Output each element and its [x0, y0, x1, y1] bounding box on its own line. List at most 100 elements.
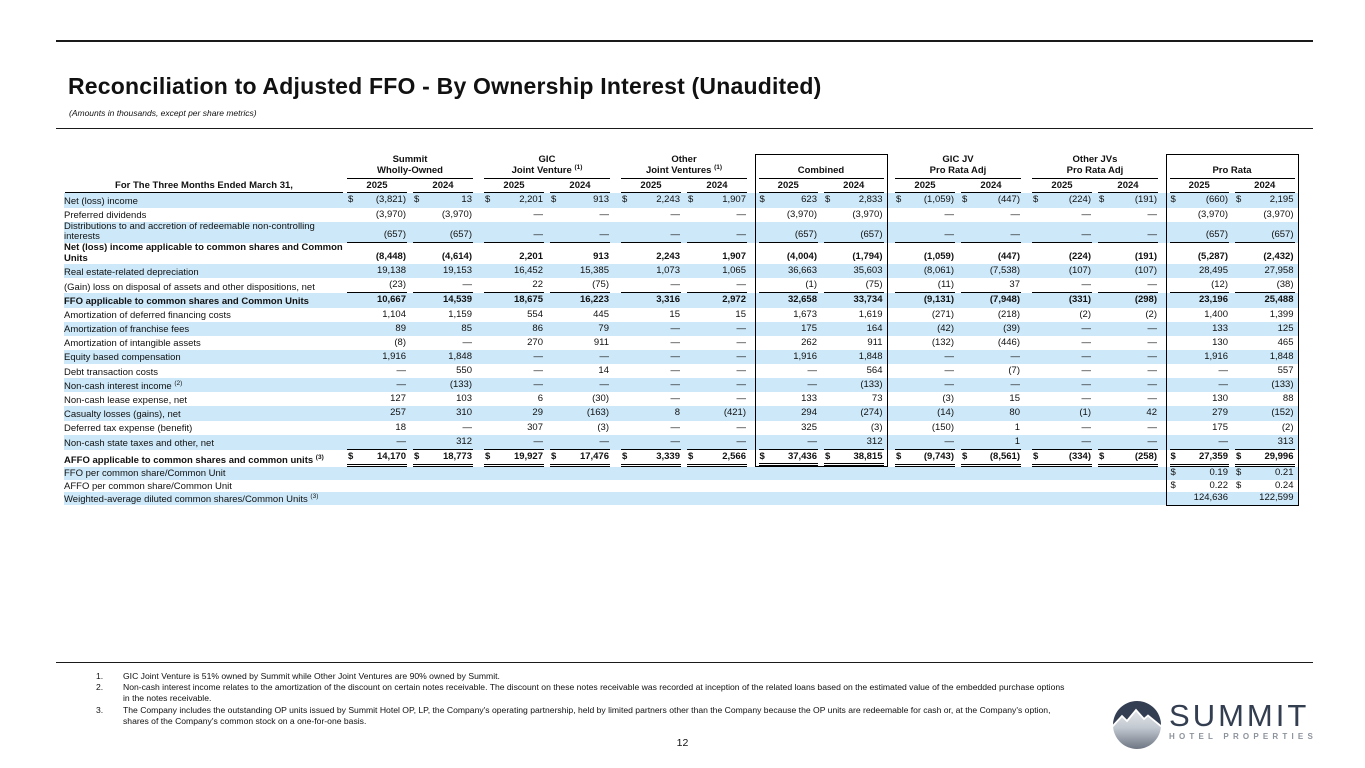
group-spacer: [750, 221, 755, 243]
cell: —: [1165, 364, 1232, 379]
footnote-number: 1.: [96, 671, 104, 681]
cell: [755, 492, 821, 506]
cell: —: [1029, 364, 1095, 378]
cell-value: —: [1147, 322, 1158, 334]
cell-value: 29: [532, 407, 543, 419]
group-spacer: [750, 321, 755, 336]
cell: —: [1095, 392, 1161, 406]
cell: $18,773: [410, 450, 476, 467]
row-label: Distributions to and accretion of redeem…: [64, 221, 344, 243]
row-label: AFFO applicable to common shares and com…: [64, 454, 324, 467]
cell: $29,996: [1232, 449, 1299, 467]
cell-value: 42: [1146, 407, 1157, 419]
cell: 33,734: [821, 293, 888, 308]
cell-value: 279: [1212, 407, 1228, 419]
cell-value: —: [736, 379, 747, 391]
row-label: Amortization of intangible assets: [64, 338, 201, 350]
cell-value: 124,636: [1193, 492, 1228, 504]
cell-value: (2): [1145, 308, 1157, 320]
cell: 15: [618, 308, 684, 322]
cell-value: (8,061): [923, 265, 954, 277]
table-row: Net (loss) income $ (3,821) $13 $2,201 $913 $2…: [64, 193, 1299, 208]
cell: —: [684, 378, 750, 393]
cell-value: 1,159: [448, 308, 472, 320]
cell-value: (657): [449, 228, 472, 240]
cell-value: —: [1147, 435, 1158, 447]
cell: (133): [821, 378, 888, 393]
cell: 557: [1232, 364, 1299, 379]
cell-value: 2,972: [722, 294, 746, 306]
cell-value: (2,432): [1263, 251, 1294, 262]
cell-value: 27,958: [1264, 265, 1294, 277]
cell: $0.24: [1232, 479, 1299, 493]
column-group-name: Pro Rata: [1165, 165, 1299, 179]
cell-value: 32,658: [787, 294, 817, 306]
cell: $37,436: [754, 449, 821, 468]
cell-value: 33,734: [853, 294, 883, 306]
cell: $ (191): [1095, 193, 1161, 208]
cell-value: —: [1147, 336, 1158, 348]
cell-value: (152): [1271, 407, 1294, 419]
group-spacer: [887, 221, 892, 243]
cell: $ (334): [1029, 450, 1095, 467]
cell: —: [892, 434, 958, 450]
cell: $3,339: [618, 450, 684, 467]
group-spacer: [613, 434, 618, 450]
group-spacer: [1161, 264, 1166, 279]
cell-value: 19,138: [376, 265, 406, 277]
cell-value: 623: [801, 194, 817, 206]
column-group-name: GIC JV: [942, 153, 974, 165]
cell: (421): [684, 406, 750, 421]
dollar-sign: $: [551, 194, 557, 206]
cell-value: 913: [593, 194, 609, 206]
cell-value: 1,907: [722, 251, 746, 262]
cell-value: 2,566: [722, 451, 746, 463]
cell: —: [892, 378, 958, 393]
table-row: Net (loss) income applicable to common s…: [64, 242, 1299, 265]
cell-value: —: [1081, 350, 1092, 362]
table-row: FFO per common share/Common Unit $0.19 $0.…: [64, 466, 1299, 480]
cell-value: 130: [1212, 393, 1228, 405]
row-label: Weighted-average diluted common shares/C…: [64, 492, 344, 506]
dollar-sign: $: [896, 194, 902, 206]
cell: (150): [892, 421, 958, 435]
cell: —: [410, 278, 476, 294]
column-group-name: Combined: [754, 165, 888, 179]
cell-value: (133): [860, 379, 883, 391]
dollar-sign: $: [1099, 451, 1105, 463]
cell-value: 175: [801, 322, 817, 334]
cell-value: 35,603: [853, 265, 883, 277]
logo-text: SUMMIT HOTEL PROPERTIES: [1169, 700, 1317, 741]
year-header: 2024: [547, 179, 613, 194]
cell-value: (14): [937, 407, 954, 419]
cell-value: 0.19: [1209, 466, 1229, 478]
cell: (1,794): [821, 242, 888, 265]
cell: 122,599: [1232, 492, 1299, 506]
cell-value: —: [1218, 365, 1229, 376]
cell-value: —: [599, 435, 610, 447]
cell: 19,153: [410, 264, 476, 279]
cell: (298): [1095, 293, 1161, 308]
cell-value: —: [944, 208, 955, 220]
cell-value: 2,201: [519, 194, 543, 206]
cell-value: (107): [1068, 265, 1091, 277]
cell: —: [684, 278, 750, 294]
cell: $17,476: [547, 450, 613, 467]
cell-value: 122,599: [1259, 492, 1294, 504]
cell: $2,243: [618, 193, 684, 208]
cell: —: [547, 434, 613, 450]
cell-value: 445: [593, 308, 609, 320]
cell-value: 15: [735, 308, 746, 320]
cell: 79: [547, 321, 613, 336]
cell-value: (133): [1271, 379, 1294, 391]
cell-value: 88: [1282, 393, 1294, 405]
cell-value: 465: [1277, 336, 1294, 348]
cell-value: 1,399: [1269, 308, 1294, 320]
cell: 1,159: [410, 308, 476, 322]
cell: —: [684, 364, 750, 378]
cell-value: 89: [395, 322, 406, 334]
cell: [344, 492, 410, 506]
dollar-sign: $: [414, 194, 420, 206]
cell: —: [958, 221, 1024, 243]
cell: 14,539: [410, 293, 476, 308]
